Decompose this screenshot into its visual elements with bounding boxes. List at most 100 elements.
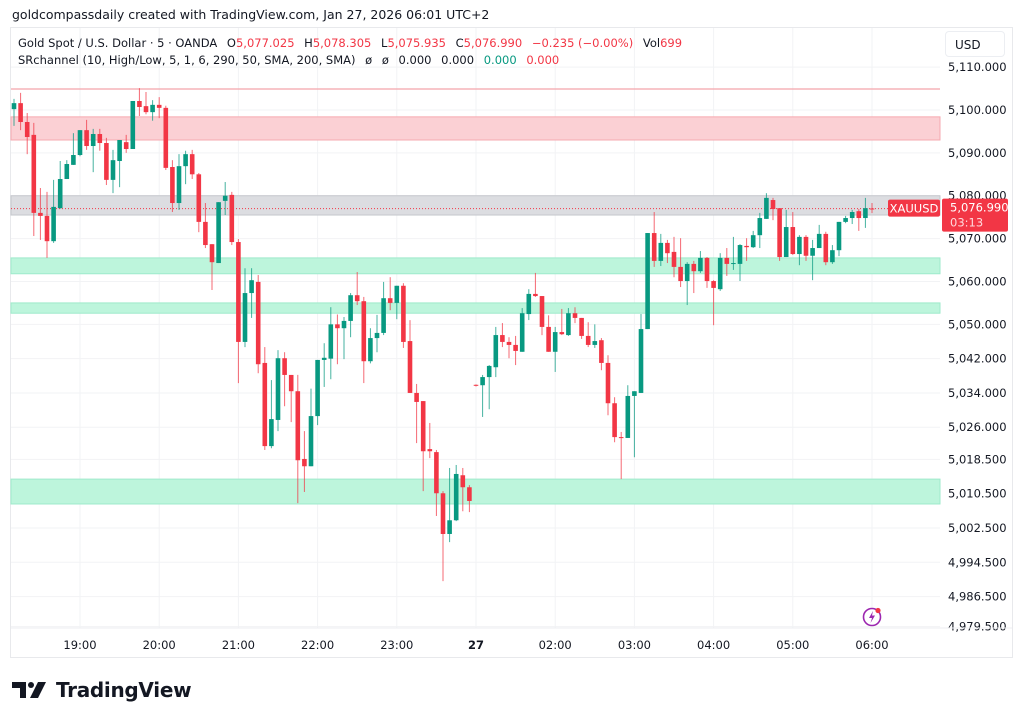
candle[interactable] [750, 230, 756, 249]
candle[interactable] [361, 296, 367, 384]
candle[interactable] [506, 337, 512, 359]
symbol-legend[interactable]: Gold Spot / U.S. Dollar · 5 · OANDA O5,0… [18, 36, 682, 50]
candle[interactable] [632, 391, 637, 458]
candle[interactable] [856, 209, 862, 231]
candle[interactable] [724, 248, 730, 276]
candle[interactable] [467, 485, 472, 513]
candle[interactable] [97, 128, 103, 151]
candle[interactable] [203, 203, 208, 249]
candle[interactable] [684, 262, 690, 306]
candle[interactable] [249, 268, 254, 318]
candle[interactable] [592, 324, 598, 348]
candle[interactable] [704, 257, 710, 288]
candle[interactable] [665, 239, 670, 264]
candle[interactable] [137, 88, 142, 117]
candle[interactable] [770, 197, 776, 221]
candle[interactable] [420, 401, 426, 492]
candle[interactable] [255, 275, 261, 374]
candle[interactable] [71, 133, 76, 165]
candle[interactable] [434, 449, 439, 516]
candle[interactable] [156, 97, 162, 119]
candle[interactable] [579, 317, 584, 339]
candle[interactable] [816, 224, 822, 249]
candle[interactable] [117, 140, 122, 188]
candle[interactable] [143, 91, 149, 115]
candle[interactable] [341, 317, 347, 360]
candle[interactable] [698, 251, 703, 273]
candle[interactable] [460, 467, 466, 512]
candle[interactable] [90, 128, 96, 173]
candle[interactable] [321, 343, 327, 387]
candle[interactable] [163, 105, 169, 171]
candle[interactable] [401, 283, 406, 348]
candle[interactable] [658, 233, 664, 267]
candle[interactable] [110, 149, 116, 194]
candle[interactable] [552, 326, 558, 372]
candle[interactable] [869, 203, 875, 214]
candle[interactable] [849, 209, 855, 225]
candle[interactable] [196, 173, 202, 233]
candle[interactable] [77, 130, 83, 157]
candle[interactable] [38, 188, 43, 240]
candle[interactable] [315, 359, 320, 426]
candle[interactable] [44, 191, 50, 258]
candle[interactable] [744, 238, 749, 261]
candle[interactable] [678, 238, 683, 288]
candle[interactable] [275, 350, 281, 432]
candle[interactable] [84, 119, 89, 150]
candle[interactable] [394, 285, 400, 320]
candle[interactable] [830, 245, 835, 264]
candle[interactable] [123, 134, 129, 153]
candle[interactable] [288, 374, 294, 423]
candle[interactable] [150, 100, 155, 121]
candle[interactable] [368, 328, 373, 364]
candle[interactable] [790, 212, 796, 255]
candle[interactable] [229, 191, 235, 246]
candle[interactable] [222, 182, 228, 216]
candle[interactable] [605, 355, 611, 416]
candle[interactable] [24, 113, 30, 155]
candle[interactable] [374, 314, 380, 353]
candle[interactable] [717, 253, 723, 291]
candle[interactable] [612, 397, 617, 443]
candle[interactable] [731, 236, 736, 270]
candle[interactable] [209, 244, 215, 291]
indicator-legend[interactable]: SRchannel (10, High/Low, 5, 1, 6, 290, 5… [18, 53, 559, 67]
candle[interactable] [599, 338, 604, 371]
candle[interactable] [387, 277, 393, 311]
candle[interactable] [585, 322, 591, 348]
candle[interactable] [777, 208, 782, 261]
candle[interactable] [737, 244, 743, 282]
candle[interactable] [797, 235, 802, 266]
candle[interactable] [823, 231, 829, 266]
tradingview-logo[interactable]: TradingView [12, 678, 192, 702]
candle[interactable] [335, 314, 340, 365]
candle[interactable] [216, 202, 221, 264]
candle[interactable] [843, 215, 848, 224]
candle[interactable] [262, 347, 268, 450]
candle[interactable] [757, 212, 763, 249]
candle[interactable] [302, 431, 307, 492]
candle[interactable] [328, 307, 334, 380]
candle[interactable] [189, 149, 195, 180]
candle[interactable] [651, 212, 657, 267]
candle[interactable] [836, 221, 842, 257]
candle[interactable] [691, 260, 697, 294]
candle[interactable] [269, 380, 274, 449]
candle[interactable] [526, 289, 532, 321]
candle[interactable] [539, 296, 545, 336]
candle[interactable] [863, 197, 868, 228]
candle[interactable] [671, 236, 677, 278]
currency-button[interactable]: USD [945, 31, 1005, 57]
candle[interactable] [513, 335, 518, 366]
candle[interactable] [500, 323, 505, 348]
candle[interactable] [295, 374, 301, 504]
lightning-alert-icon[interactable] [862, 607, 882, 627]
candle[interactable] [414, 383, 419, 444]
candle[interactable] [764, 193, 769, 219]
candle[interactable] [176, 154, 182, 210]
candle[interactable] [473, 384, 479, 387]
candle[interactable] [354, 272, 360, 306]
candle[interactable] [638, 314, 644, 393]
